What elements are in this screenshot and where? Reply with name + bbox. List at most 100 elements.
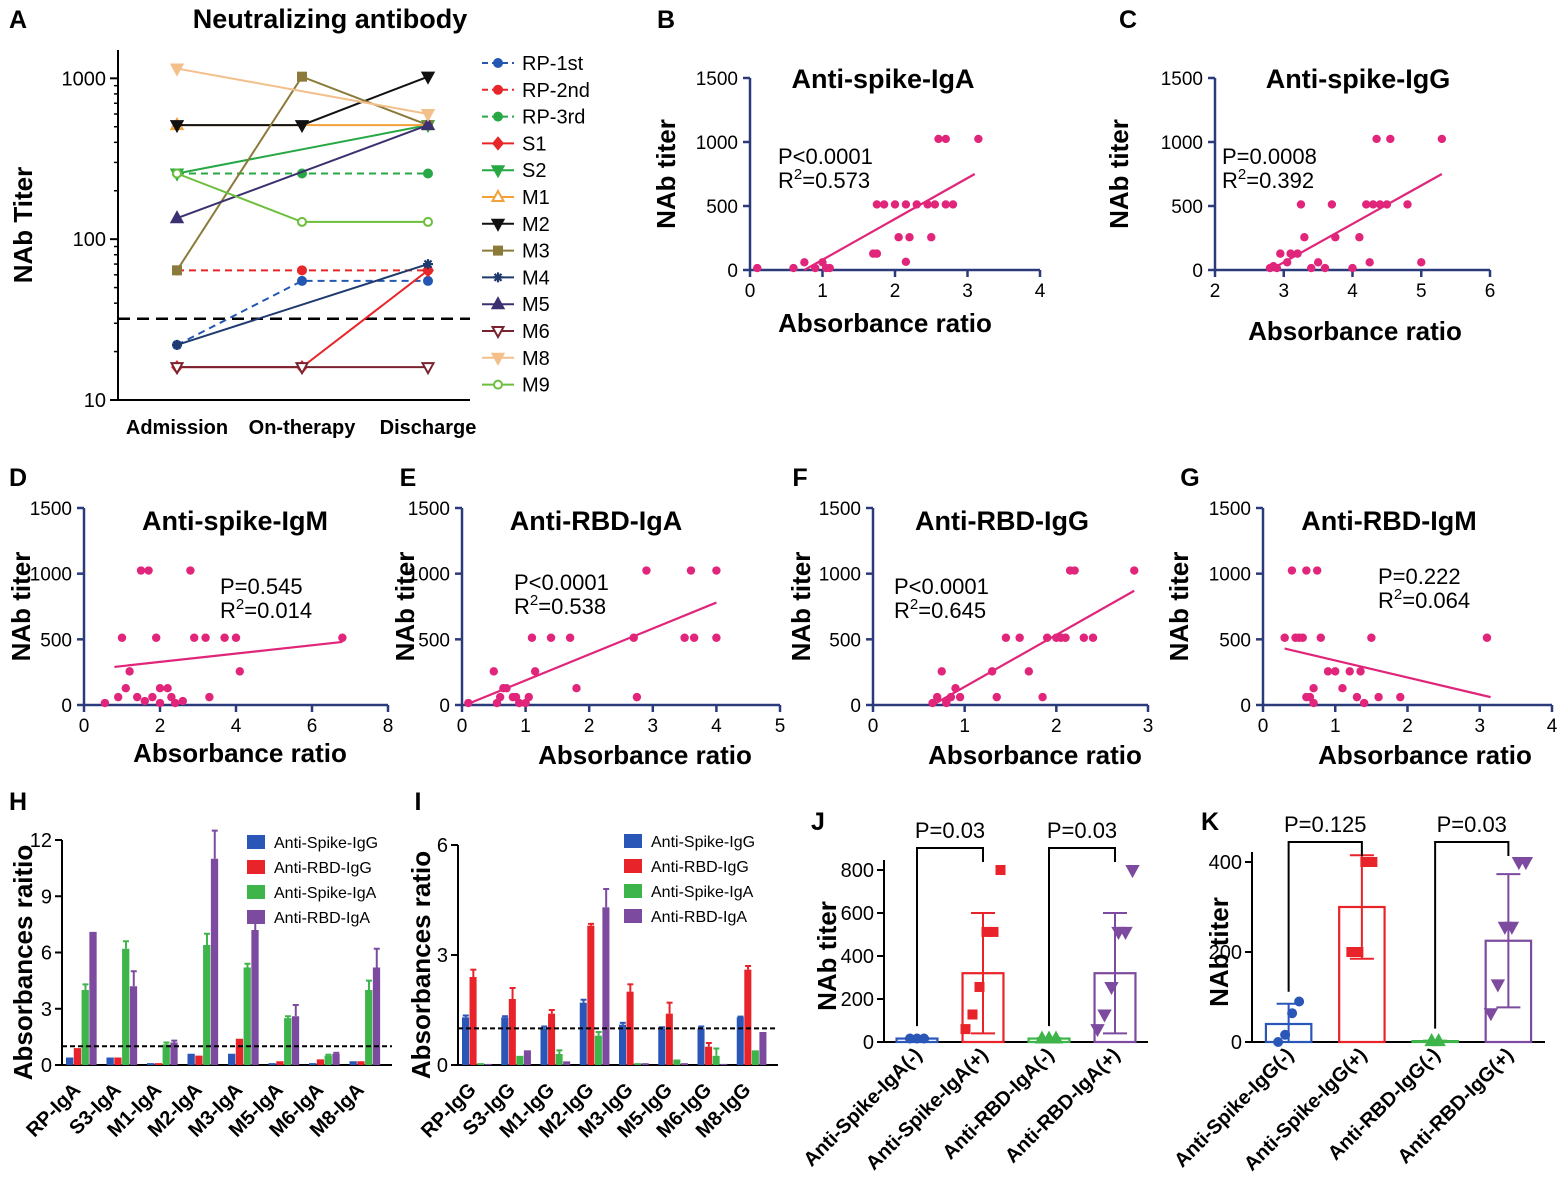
bar-Anti-RBD-IgA: [89, 931, 97, 1065]
bar-Anti-RBD-IgG: [469, 977, 477, 1065]
data-point: [988, 926, 999, 937]
data-point: [680, 633, 689, 642]
legend-marker: [490, 188, 506, 202]
data-point: [932, 692, 942, 702]
significance-bracket: [1434, 841, 1510, 1029]
y-axis-label: NAb titer: [1104, 119, 1134, 229]
data-point: [1504, 921, 1520, 935]
p-value-label: P=0.125: [1284, 812, 1367, 837]
p-value-label: P=0.545: [220, 574, 303, 599]
chart-title: Anti-RBD-IgG: [915, 506, 1089, 536]
bar-Anti-RBD-IgG: [587, 925, 595, 1065]
legend-marker: [493, 111, 503, 122]
bar-Anti-Spike-IgA: [122, 948, 130, 1065]
data-point: [927, 233, 936, 242]
data-point: [1345, 667, 1354, 676]
data-point: [190, 633, 199, 642]
bar-Anti-Spike-IgG: [462, 1017, 470, 1065]
legend-swatch: [247, 885, 265, 899]
x-tick-label: 3: [1474, 716, 1485, 737]
data-point: [955, 692, 965, 702]
data-point: [905, 233, 914, 242]
y-tick-label: 0: [863, 1032, 874, 1054]
data-point: [1367, 633, 1376, 642]
bar-Anti-RBD-IgG: [316, 1059, 325, 1065]
legend-marker: [493, 245, 503, 256]
x-tick-label: 0: [868, 716, 879, 737]
bar-Anti-Spike-IgA: [634, 1063, 642, 1065]
bar-Anti-Spike-IgG: [66, 1057, 74, 1065]
significance-bracket: [1287, 841, 1363, 992]
legend-swatch: [624, 834, 642, 848]
x-category-label: Discharge: [380, 417, 477, 439]
y-tick-label: 0: [61, 696, 72, 717]
data-point: [753, 263, 762, 273]
data-point: [1090, 1024, 1105, 1038]
data-point: [1070, 566, 1079, 575]
data-point-M8: [169, 63, 185, 77]
data-point: [974, 134, 983, 144]
r-squared-label: R2=0.645: [894, 596, 986, 623]
legend-marker: [490, 296, 506, 310]
legend-marker: [493, 272, 503, 283]
bar-Anti-RBD-IgA: [332, 1053, 340, 1065]
data-point-M6: [294, 362, 310, 376]
data-point: [1346, 947, 1357, 957]
data-point-M5: [169, 210, 185, 224]
x-tick-label: 6: [307, 716, 318, 737]
y-axis-label: NAb titer: [390, 552, 420, 662]
data-point: [1368, 200, 1378, 209]
r-squared-value: =0.064: [1402, 588, 1470, 613]
data-point: [121, 683, 130, 693]
bar-Anti-Spike-IgA: [203, 945, 211, 1065]
r-squared-value: =0.573: [802, 168, 870, 193]
data-point: [1360, 857, 1371, 867]
data-point: [974, 981, 985, 992]
x-tick-label: 1: [959, 716, 970, 737]
r-squared-prefix: R: [220, 598, 236, 623]
chart-title: Anti-spike-IgM: [142, 506, 328, 536]
data-point: [231, 633, 241, 642]
y-tick-label: 1000: [819, 565, 861, 586]
data-point: [1280, 1029, 1291, 1040]
chart-title: Anti-RBD-IgA: [510, 506, 682, 536]
data-point: [1296, 200, 1306, 209]
x-tick-label: 3: [1278, 281, 1289, 302]
data-point: [1320, 263, 1330, 273]
bar-Anti-Spike-IgA: [365, 990, 373, 1065]
r-squared-exponent: 2: [794, 166, 802, 183]
bar-Anti-Spike-IgG: [501, 1017, 509, 1065]
data-point: [1042, 633, 1052, 642]
bar-Anti-Spike-IgA: [162, 1044, 170, 1065]
data-point: [1313, 258, 1323, 267]
bar-Anti-Spike-IgG: [106, 1057, 114, 1065]
data-point: [879, 200, 889, 209]
data-point: [1417, 258, 1426, 267]
r-squared-label: R2=0.392: [1222, 166, 1314, 193]
legend-label: Anti-Spike-IgG: [274, 835, 378, 852]
y-tick-label: 1000: [30, 565, 72, 586]
series-line-RP-1st: [176, 279, 428, 346]
data-point: [186, 566, 195, 575]
data-point: [937, 667, 946, 676]
data-point: [1437, 134, 1447, 144]
data-point: [1286, 249, 1295, 258]
data-point: [489, 667, 498, 676]
data-point: [1323, 667, 1333, 676]
data-point: [1287, 566, 1297, 575]
data-point: [800, 258, 809, 267]
data-point: [712, 566, 721, 575]
data-point: [934, 134, 943, 144]
bar-Anti-RBD-IgA: [759, 1032, 767, 1065]
p-value-label: P=0.03: [1047, 818, 1117, 843]
x-tick-label: 2: [1051, 716, 1062, 737]
panel-letter-A: A: [9, 6, 27, 34]
bar-Anti-RBD-IgA: [210, 858, 219, 1065]
x-tick-label: 2: [890, 281, 901, 302]
data-point: [495, 692, 505, 702]
data-point: [1352, 692, 1362, 702]
data-point: [1483, 1008, 1499, 1022]
p-value-label: P<0.0001: [514, 570, 609, 595]
data-point: [1300, 233, 1309, 242]
panel-f: 0 500 1000 1500 0 1 2 3 Anti-RBD-IgG Absorbance r…: [786, 499, 1153, 770]
